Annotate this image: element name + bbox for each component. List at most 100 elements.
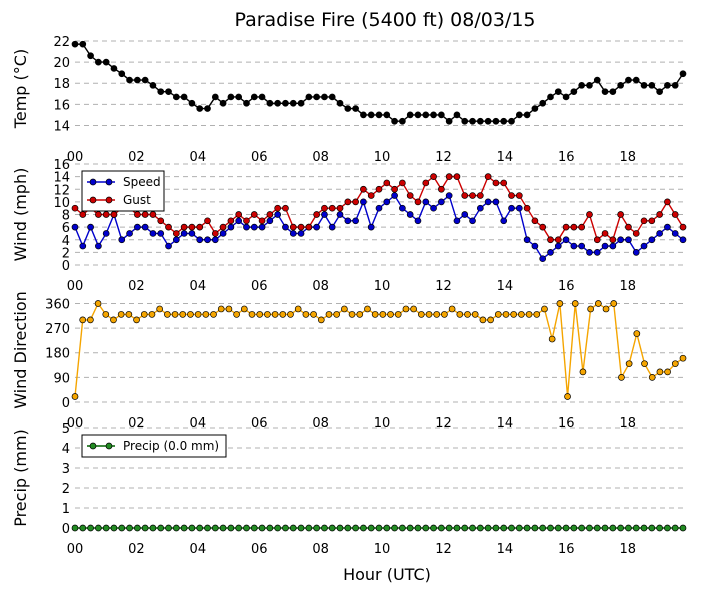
- direction-x-tick-label: 06: [251, 416, 268, 431]
- precip-data-point: [141, 524, 149, 532]
- precip-data-point: [523, 524, 531, 532]
- temp-data-point: [422, 111, 430, 119]
- precip-data-point: [625, 524, 632, 532]
- direction-data-point: [248, 311, 256, 318]
- wind-data-point: [601, 230, 609, 237]
- wind-data-point: [204, 236, 211, 244]
- direction-data-point: [133, 316, 140, 324]
- wind-data-point: [375, 185, 383, 193]
- direction-data-point: [125, 311, 133, 318]
- wind-data-point: [79, 242, 87, 250]
- direction-data-point: [371, 311, 379, 318]
- precip-data-point: [430, 524, 437, 532]
- direction-x-tick-label: 12: [435, 416, 452, 431]
- temp-x-tick-label: 10: [374, 150, 391, 165]
- temp-data-point: [243, 99, 250, 107]
- wind-data-point: [445, 173, 453, 180]
- precip-data-point: [134, 524, 141, 532]
- wind-legend-marker: [89, 178, 97, 186]
- direction-data-point: [387, 311, 394, 318]
- direction-x-tick-label: 10: [374, 416, 391, 431]
- wind-data-point: [126, 230, 133, 237]
- temp-data-point: [656, 88, 663, 96]
- wind-data-point: [367, 223, 375, 231]
- temp-x-tick-label: 16: [558, 150, 575, 165]
- precip-data-point: [118, 524, 126, 532]
- temp-data-point: [625, 76, 632, 84]
- direction-data-point: [179, 311, 187, 318]
- wind-data-point: [282, 204, 289, 212]
- wind-data-point: [445, 192, 453, 199]
- wind-data-point: [336, 211, 344, 218]
- temp-data-point: [157, 88, 165, 96]
- temp-data-point: [321, 93, 328, 101]
- wind-data-point: [328, 223, 336, 231]
- wind-y-tick-label: 12: [53, 183, 70, 198]
- temp-data-point: [71, 40, 79, 48]
- wind-data-point: [664, 198, 671, 206]
- wind-data-point: [360, 185, 367, 193]
- temp-x-tick-label: 00: [67, 150, 84, 165]
- precip-data-point: [266, 524, 274, 532]
- precip-data-point: [562, 524, 570, 532]
- temp-data-point: [87, 52, 94, 60]
- wind-data-point: [344, 198, 352, 206]
- wind-x-tick-label: 14: [497, 279, 514, 294]
- wind-data-point: [188, 223, 196, 231]
- precip-data-point: [586, 524, 593, 532]
- temp-y-tick-label: 16: [53, 98, 70, 113]
- wind-data-point: [188, 230, 196, 237]
- precip-data-point: [640, 524, 648, 532]
- direction-data-point: [479, 316, 487, 324]
- wind-data-point: [134, 223, 141, 231]
- precip-data-point: [313, 524, 320, 532]
- temp-data-point: [430, 111, 437, 119]
- wind-data-point: [266, 211, 274, 218]
- temp-x-tick-label: 04: [190, 150, 207, 165]
- temp-data-point: [469, 117, 476, 125]
- wind-data-point: [679, 236, 687, 244]
- wind-data-point: [586, 211, 593, 218]
- direction-data-point: [471, 311, 479, 318]
- wind-data-point: [492, 179, 500, 187]
- temp-data-point: [126, 76, 133, 84]
- wind-x-tick-label: 16: [558, 279, 575, 294]
- temp-x-tick-label: 12: [435, 150, 452, 165]
- direction-x-tick-label: 08: [312, 416, 329, 431]
- wind-data-point: [406, 211, 414, 218]
- temp-data-point: [188, 99, 196, 107]
- direction-data-point: [279, 311, 287, 318]
- direction-data-point: [117, 311, 125, 318]
- wind-data-point: [671, 230, 679, 237]
- precip-data-point: [204, 524, 211, 532]
- wind-data-point: [211, 236, 219, 244]
- precip-data-point: [438, 524, 445, 532]
- wind-data-point: [367, 192, 375, 199]
- precip-y-tick-label: 0: [62, 522, 70, 537]
- wind-y-tick-label: 2: [62, 246, 70, 261]
- precip-data-point: [243, 524, 250, 532]
- precip-data-point: [227, 524, 235, 532]
- precip-x-tick-label: 02: [128, 542, 145, 557]
- direction-data-point: [71, 393, 79, 400]
- precip-data-point: [165, 524, 172, 532]
- temp-data-point: [313, 93, 320, 101]
- wind-data-point: [383, 198, 391, 206]
- temp-data-point: [266, 99, 274, 107]
- precip-data-point: [250, 524, 258, 532]
- direction-data-point: [94, 300, 102, 307]
- wind-data-point: [609, 236, 617, 244]
- wind-data-point: [399, 179, 406, 187]
- direction-data-point: [240, 305, 248, 313]
- direction-x-tick-label: 04: [190, 416, 207, 431]
- wind-data-point: [547, 249, 554, 256]
- direction-data-point: [456, 311, 464, 318]
- wind-data-point: [570, 242, 578, 250]
- chart-title: Paradise Fire (5400 ft) 08/03/15: [234, 9, 535, 31]
- wind-data-point: [617, 211, 624, 218]
- direction-data-point: [602, 305, 610, 313]
- temp-data-point: [547, 93, 554, 101]
- direction-data-point: [402, 305, 410, 313]
- temp-data-point: [274, 99, 282, 107]
- direction-data-point: [210, 311, 217, 318]
